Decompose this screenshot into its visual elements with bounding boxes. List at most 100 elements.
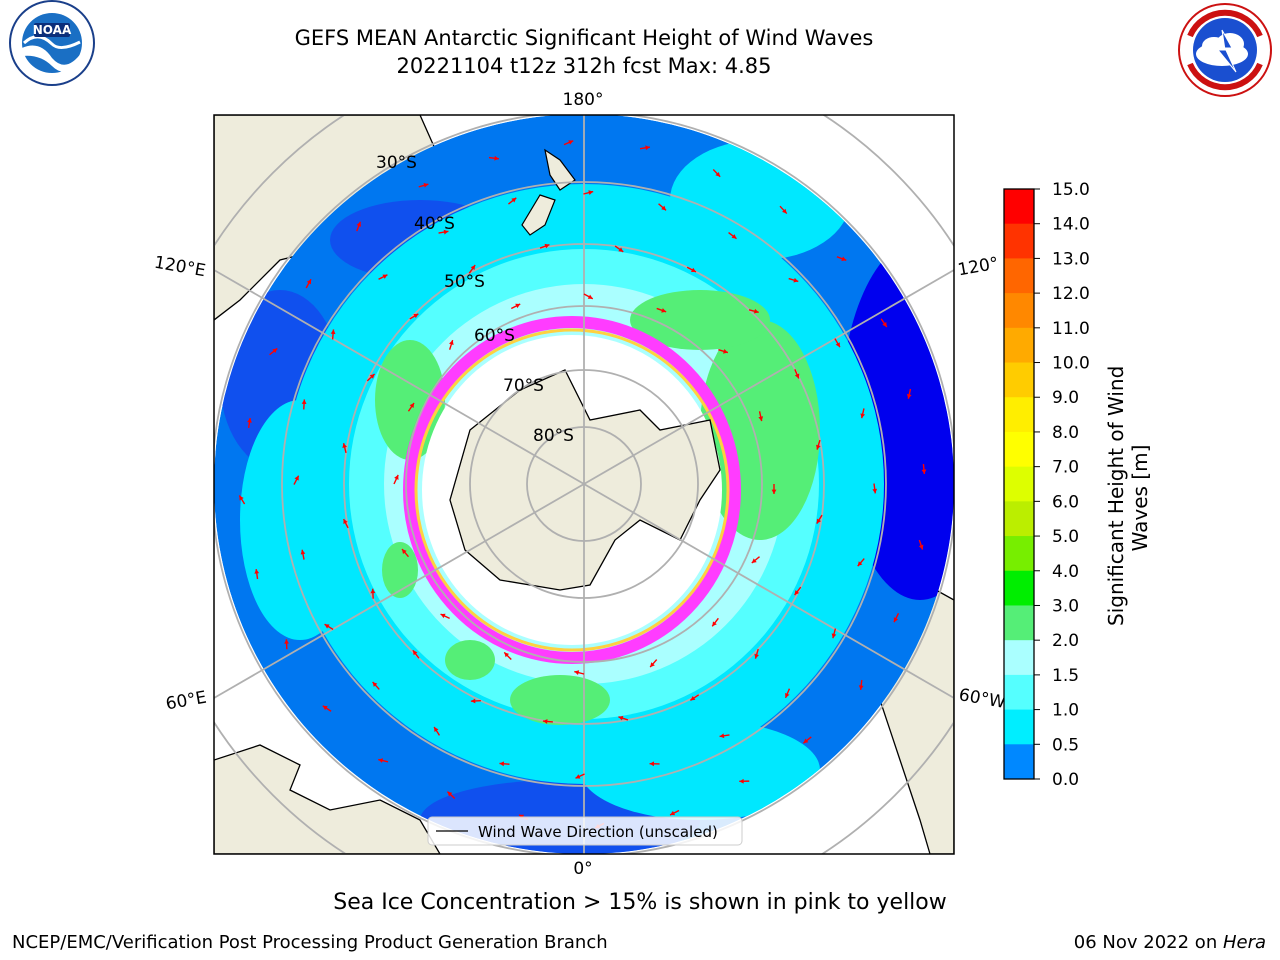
colorbar-tick-label: 13.0	[1052, 249, 1090, 269]
nws-logo	[1178, 3, 1272, 97]
wave-arrow-head	[893, 617, 899, 623]
colorbar-band	[1004, 223, 1034, 259]
wave-arrow-head	[254, 569, 260, 574]
wave-arrow-head	[816, 518, 822, 524]
wave-arrow-head	[342, 443, 347, 449]
lon-label-60e: 60°E	[164, 688, 208, 715]
wave-arrow-head	[356, 221, 362, 227]
noaa-logo-text: NOAA	[33, 23, 72, 37]
wave-arrow-head	[690, 695, 696, 701]
wave-arrow-head	[794, 590, 800, 596]
wave-arrow-head	[670, 810, 676, 816]
wave-arrow-head	[272, 348, 278, 354]
lon-label-0: 0°	[573, 859, 592, 879]
footer-date: 06 Nov 2022 on	[1073, 932, 1223, 953]
wave-arrow-head	[857, 561, 863, 567]
lat-label-30: 30°S	[376, 153, 417, 173]
lat-label-60: 60°S	[474, 326, 515, 346]
wave-arrow-head	[587, 294, 593, 299]
wave-arrow-head	[649, 761, 655, 767]
colorbar-tick-label: 8.0	[1052, 423, 1079, 443]
colorbar-tick-label: 12.0	[1052, 284, 1090, 304]
wave-arrow-head	[835, 342, 840, 348]
colorbar-band	[1004, 744, 1034, 780]
wave-arrow-head	[723, 349, 728, 354]
colorbar-band	[1004, 466, 1034, 502]
map-area: 30°S 40°S 50°S 60°S 70°S 80°S Wind Wave …	[214, 115, 954, 854]
colorbar-band	[1004, 293, 1034, 329]
lon-grid	[214, 115, 954, 854]
wave-arrow-head	[239, 495, 244, 501]
colorbar-tick-label: 9.0	[1052, 388, 1079, 408]
wave-arrow-head	[882, 322, 887, 327]
wave-arrow-head	[754, 653, 759, 659]
wave-arrow-head	[739, 778, 744, 784]
footer-machine: Hera	[1222, 932, 1266, 953]
wave-arrow-head	[330, 329, 336, 335]
page-subtitle: 20221104 t12z 312h fcst Max: 4.85	[396, 54, 772, 78]
footer-credit: NCEP/EMC/Verification Post Processing Pr…	[12, 932, 608, 953]
wave-arrow-head	[906, 393, 912, 399]
wave-arrow-head	[423, 183, 429, 188]
wave-arrow-head	[831, 633, 837, 639]
colorbar-band	[1004, 605, 1034, 641]
wave-arrow-head	[504, 652, 510, 658]
colorbar-tick-label: 2.0	[1052, 631, 1079, 651]
wave-arrow-head	[515, 303, 521, 309]
lat-label-70: 70°S	[503, 376, 544, 396]
wave-arrow-head	[618, 715, 624, 721]
wave-arrow-head	[372, 682, 378, 687]
colorbar-title-line1: Significant Height of Wind	[1104, 365, 1128, 626]
lat-label-40: 40°S	[414, 214, 455, 234]
colorbar-tick-label: 0.5	[1052, 735, 1079, 755]
wave-arrow-head	[575, 774, 581, 779]
wave-arrow-head	[753, 308, 759, 314]
footer-timestamp: 06 Nov 2022 on Hera	[1074, 932, 1266, 953]
wave-arrow-head	[841, 256, 847, 261]
wave-arrow-head	[751, 558, 757, 564]
wave-arrow-head	[306, 279, 311, 285]
wave-arrow-head	[284, 639, 289, 644]
wave-arrow-head	[712, 621, 717, 627]
wave-arrow-head	[343, 519, 348, 524]
wave-arrow-head	[294, 475, 299, 481]
colorbar-title-line2: Waves [m]	[1128, 444, 1152, 552]
wave-arrow-head	[409, 402, 415, 408]
wave-arrow-head	[731, 234, 737, 239]
colorbar-tick-label: 0.0	[1052, 770, 1079, 790]
colorbar-band	[1004, 189, 1034, 225]
wave-arrow-head	[434, 726, 439, 732]
wave-arrow-head	[382, 274, 388, 279]
antarctica-land	[449, 369, 721, 591]
colorbar-tick-label: 4.0	[1052, 562, 1079, 582]
wave-arrow-head	[858, 685, 864, 690]
wave-arrow-head	[574, 670, 580, 675]
colorbar-tick-label: 3.0	[1052, 596, 1079, 616]
wave-arrow-head	[921, 469, 927, 474]
wave-arrow-head	[443, 229, 449, 235]
colorbar-tick-label: 6.0	[1052, 492, 1079, 512]
wave-arrow-head	[544, 243, 550, 249]
wave-arrow-head	[918, 544, 924, 550]
wave-arrow-head	[413, 313, 419, 319]
colorbar-band	[1004, 327, 1034, 364]
wind-wave-arrows	[238, 140, 927, 829]
wave-arrow-head	[494, 155, 499, 161]
wave-arrow-head	[650, 662, 655, 668]
colorbar-tick-label: 10.0	[1052, 354, 1090, 374]
wave-arrow-head	[449, 340, 454, 346]
colorbar-tick-label: 11.0	[1052, 319, 1090, 339]
colorbar-title: Significant Height of Wind Waves [m]	[1104, 365, 1152, 626]
wave-arrow-head	[618, 247, 624, 252]
colorbar: 15.0 14.0 13.0 12.0 11.0 10.0 9.0 8.0 7.0 6.0 5.0 4…	[1003, 180, 1090, 790]
wave-arrow-head	[300, 549, 306, 555]
legend-label: Wind Wave Direction (unscaled)	[478, 823, 718, 841]
colorbar-band	[1004, 431, 1034, 468]
wave-arrow-head	[542, 719, 548, 724]
wave-arrow-head	[645, 145, 650, 151]
colorbar-band	[1004, 536, 1034, 572]
wave-arrow-head	[470, 698, 476, 704]
noaa-logo: NOAA	[9, 0, 95, 86]
wave-arrow-head	[715, 171, 721, 177]
colorbar-tick-label: 5.0	[1052, 527, 1079, 547]
